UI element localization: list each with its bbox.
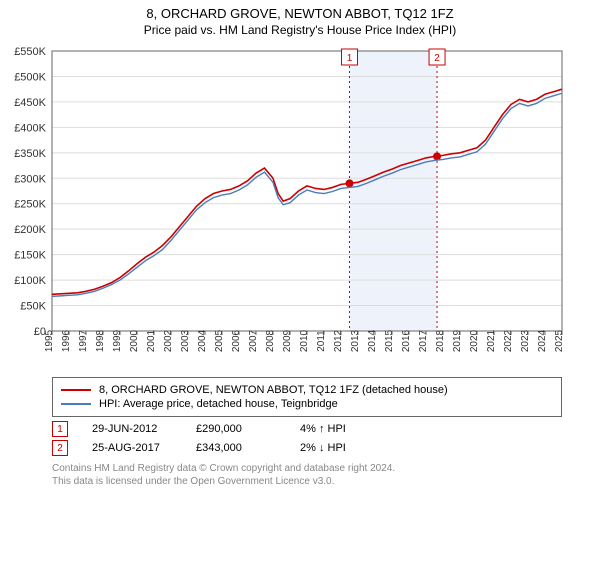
x-tick-label: 1996 bbox=[61, 329, 72, 352]
footer-line-2: This data is licensed under the Open Gov… bbox=[52, 475, 562, 488]
x-tick-label: 2025 bbox=[554, 329, 565, 352]
x-tick-label: 2002 bbox=[163, 329, 174, 352]
y-tick-label: £350K bbox=[14, 148, 46, 160]
x-tick-label: 2022 bbox=[503, 329, 514, 352]
sales-table: 1 29-JUN-2012 £290,000 4% ↑ HPI 2 25-AUG-2017… bbox=[52, 421, 562, 456]
x-tick-label: 2007 bbox=[248, 329, 259, 352]
x-tick-label: 2001 bbox=[146, 329, 157, 352]
x-tick-label: 2019 bbox=[452, 329, 463, 352]
footer-line-1: Contains HM Land Registry data © Crown c… bbox=[52, 462, 562, 475]
y-tick-label: £300K bbox=[14, 173, 46, 185]
y-tick-label: £550K bbox=[14, 46, 46, 58]
x-tick-label: 2018 bbox=[435, 329, 446, 352]
y-tick-label: £450K bbox=[14, 97, 46, 109]
x-tick-label: 2015 bbox=[384, 329, 395, 352]
x-tick-label: 1998 bbox=[95, 329, 106, 352]
y-tick-label: £50K bbox=[20, 301, 46, 313]
x-tick-label: 2021 bbox=[486, 329, 497, 352]
shade-band bbox=[350, 51, 438, 331]
legend-row: HPI: Average price, detached house, Teig… bbox=[61, 398, 553, 410]
y-tick-label: £500K bbox=[14, 71, 46, 83]
legend: 8, ORCHARD GROVE, NEWTON ABBOT, TQ12 1FZ… bbox=[52, 377, 562, 417]
x-tick-label: 2014 bbox=[367, 329, 378, 352]
sale-marker-number: 1 bbox=[347, 53, 353, 64]
sales-row: 1 29-JUN-2012 £290,000 4% ↑ HPI bbox=[52, 421, 562, 437]
sale-price: £290,000 bbox=[196, 423, 276, 435]
x-tick-label: 2013 bbox=[350, 329, 361, 352]
chart-container: 8, ORCHARD GROVE, NEWTON ABBOT, TQ12 1FZ… bbox=[0, 6, 600, 566]
legend-swatch bbox=[61, 389, 91, 391]
legend-row: 8, ORCHARD GROVE, NEWTON ABBOT, TQ12 1FZ… bbox=[61, 384, 553, 396]
sale-number-box: 1 bbox=[52, 421, 68, 437]
x-tick-label: 2005 bbox=[214, 329, 225, 352]
chart-plot-area: £0£50K£100K£150K£200K£250K£300K£350K£400… bbox=[0, 41, 600, 371]
x-tick-label: 2008 bbox=[265, 329, 276, 352]
line-chart-svg: £0£50K£100K£150K£200K£250K£300K£350K£400… bbox=[0, 41, 600, 371]
x-tick-label: 1999 bbox=[112, 329, 123, 352]
y-tick-label: £200K bbox=[14, 224, 46, 236]
legend-swatch bbox=[61, 403, 91, 405]
x-tick-label: 1995 bbox=[44, 329, 55, 352]
x-tick-label: 2004 bbox=[197, 329, 208, 352]
x-tick-label: 2016 bbox=[401, 329, 412, 352]
x-tick-label: 1997 bbox=[78, 329, 89, 352]
series-property bbox=[52, 89, 562, 294]
sale-marker-number: 2 bbox=[434, 53, 440, 64]
sale-number-box: 2 bbox=[52, 440, 68, 456]
x-tick-label: 2024 bbox=[537, 329, 548, 352]
y-tick-label: £400K bbox=[14, 122, 46, 134]
plot-border bbox=[52, 51, 562, 331]
x-tick-label: 2023 bbox=[520, 329, 531, 352]
legend-label: 8, ORCHARD GROVE, NEWTON ABBOT, TQ12 1FZ… bbox=[99, 384, 448, 396]
y-tick-label: £250K bbox=[14, 199, 46, 211]
legend-label: HPI: Average price, detached house, Teig… bbox=[99, 398, 338, 410]
x-tick-label: 2000 bbox=[129, 329, 140, 352]
sale-price: £343,000 bbox=[196, 442, 276, 454]
x-tick-label: 2012 bbox=[333, 329, 344, 352]
sales-row: 2 25-AUG-2017 £343,000 2% ↓ HPI bbox=[52, 440, 562, 456]
sale-delta: 4% ↑ HPI bbox=[300, 423, 380, 435]
x-tick-label: 2009 bbox=[282, 329, 293, 352]
x-tick-label: 2003 bbox=[180, 329, 191, 352]
y-tick-label: £100K bbox=[14, 275, 46, 287]
sale-date: 29-JUN-2012 bbox=[92, 423, 172, 435]
x-tick-label: 2011 bbox=[316, 330, 327, 352]
x-tick-label: 2017 bbox=[418, 329, 429, 352]
x-tick-label: 2020 bbox=[469, 329, 480, 352]
y-tick-label: £150K bbox=[14, 250, 46, 262]
footer-attribution: Contains HM Land Registry data © Crown c… bbox=[52, 462, 562, 488]
sale-delta: 2% ↓ HPI bbox=[300, 442, 380, 454]
chart-title: 8, ORCHARD GROVE, NEWTON ABBOT, TQ12 1FZ bbox=[0, 6, 600, 21]
chart-subtitle: Price paid vs. HM Land Registry's House … bbox=[0, 23, 600, 37]
series-hpi bbox=[52, 93, 562, 296]
sale-date: 25-AUG-2017 bbox=[92, 442, 172, 454]
x-tick-label: 2006 bbox=[231, 329, 242, 352]
x-tick-label: 2010 bbox=[299, 329, 310, 352]
